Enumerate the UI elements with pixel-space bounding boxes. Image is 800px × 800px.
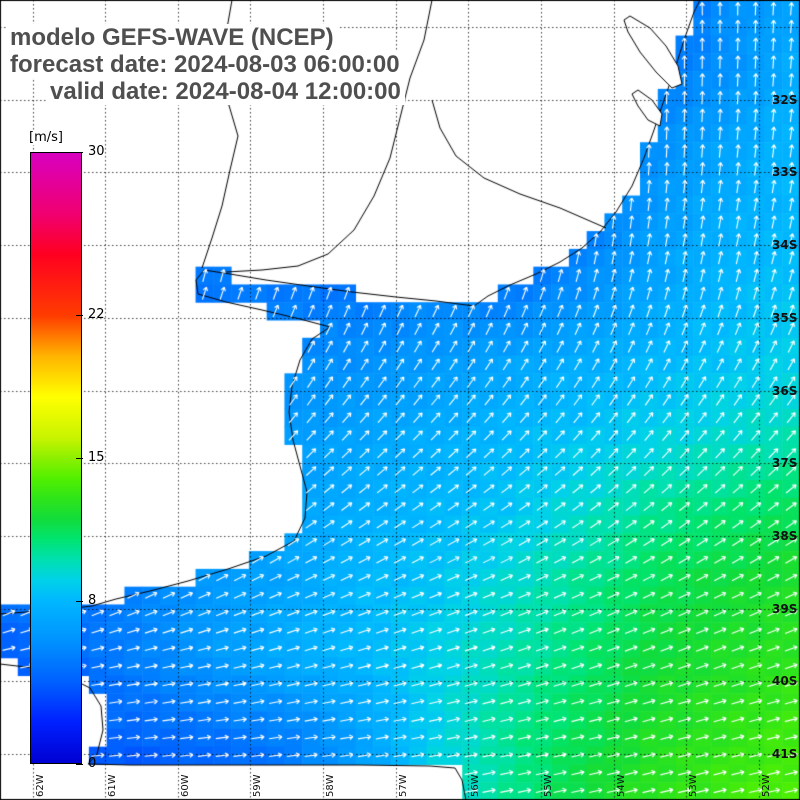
lat-tick-label: 33S	[772, 165, 798, 180]
lon-tick-label: 57W	[397, 774, 409, 797]
lon-tick-label: 54W	[615, 774, 627, 797]
colorbar-tick-label: 30	[88, 144, 105, 159]
colorbar-tick-mark	[76, 152, 83, 153]
forecast-date: forecast date: 2024-08-03 06:00:00	[6, 51, 404, 78]
lat-tick-label: 40S	[772, 674, 798, 689]
lat-tick-label: 41S	[772, 747, 798, 761]
lon-tick-label: 55W	[543, 774, 555, 797]
colorbar-tick-label: 0	[88, 756, 97, 771]
lon-tick-label: 58W	[325, 774, 337, 797]
lon-tick-label: 60W	[179, 774, 191, 797]
lon-tick-label: 61W	[107, 774, 119, 797]
model-title: modelo GEFS-WAVE (NCEP)	[6, 24, 338, 51]
colorbar-tick-mark	[76, 764, 83, 765]
colorbar-tick-label: 8	[88, 592, 97, 608]
lon-tick-label: 62W	[34, 774, 46, 797]
colorbar-tick-mark	[76, 600, 83, 602]
lon-tick-label: 56W	[470, 774, 482, 797]
lon-tick-label: 52W	[761, 774, 772, 797]
lat-tick-label: 35S	[772, 310, 798, 325]
lat-tick-label: 37S	[772, 456, 798, 471]
title-block: modelo GEFS-WAVE (NCEP) forecast date: 2…	[6, 24, 405, 105]
valid-date: valid date: 2024-08-04 12:00:00	[46, 78, 405, 105]
lat-tick-label: 34S	[772, 238, 798, 253]
lat-tick-label: 32S	[772, 92, 798, 107]
lat-tick-label: 36S	[772, 383, 798, 398]
lat-tick-label: 39S	[772, 601, 798, 616]
colorbar-unit-label: [m/s]	[27, 130, 65, 145]
colorbar-tick-mark	[76, 315, 83, 317]
lon-tick-label: 53W	[688, 774, 700, 797]
colorbar-gradient	[30, 152, 82, 764]
colorbar-tick-label: 22	[88, 307, 105, 323]
lat-tick-label: 38S	[772, 528, 798, 543]
lon-tick-label: 59W	[252, 774, 264, 797]
colorbar-tick-mark	[76, 458, 83, 459]
colorbar-tick-label: 15	[88, 450, 105, 465]
